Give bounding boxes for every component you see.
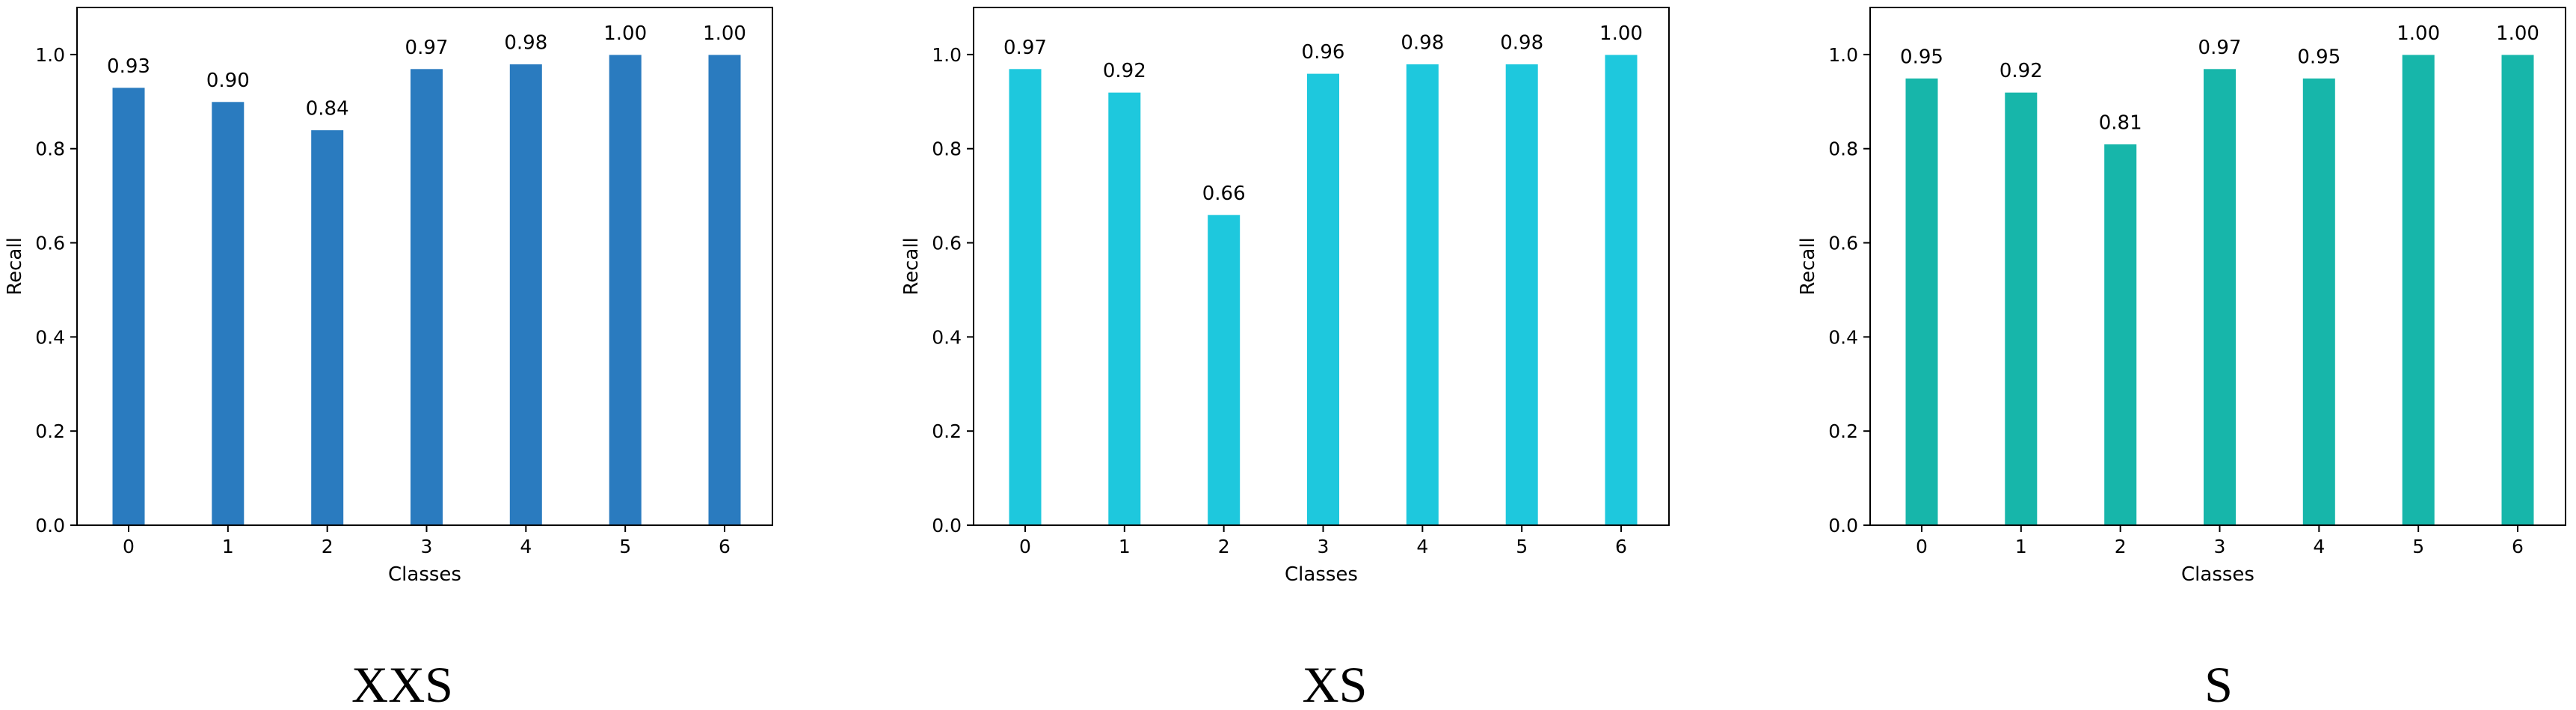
bar-value-label: 0.84 <box>306 98 349 120</box>
bar-value-label: 0.66 <box>1202 183 1246 205</box>
x-tick-label: 2 <box>2115 536 2127 557</box>
x-axis-label: Classes <box>2181 563 2254 586</box>
y-tick-label: 0.4 <box>932 326 962 348</box>
bar-value-label: 0.81 <box>2099 111 2142 134</box>
bar-value-label: 0.98 <box>1500 32 1543 55</box>
bar-value-label: 0.95 <box>1900 46 1943 68</box>
bar-class-5 <box>608 54 642 526</box>
plot-frame <box>76 7 773 526</box>
bar-class-0 <box>111 87 146 526</box>
bar-value-label: 1.00 <box>603 22 647 45</box>
bar-value-label: 1.00 <box>2496 22 2539 45</box>
bar-class-3 <box>410 68 443 526</box>
y-axis-label: Recall <box>1797 237 1819 296</box>
y-tick-label: 0.6 <box>932 233 962 254</box>
y-tick-label: 0.6 <box>1828 233 1858 254</box>
bar-value-label: 1.00 <box>703 22 746 45</box>
bar-value-label: 1.00 <box>2397 22 2440 45</box>
x-tick-label: 5 <box>619 536 631 557</box>
chart-panel-s: 0.950.920.810.97 0.951.00 1.000.00.20.40.6… <box>1797 7 2566 710</box>
y-tick-label: 0.2 <box>35 420 65 442</box>
y-axis-label: Recall <box>900 237 923 296</box>
bar-value-label: 0.98 <box>1401 32 1444 55</box>
x-tick-label: 0 <box>1019 536 1031 557</box>
bar-class-1 <box>211 101 245 526</box>
panel-caption: XXS <box>351 656 453 710</box>
y-tick-label: 0.8 <box>1828 138 1858 160</box>
bar-class-6 <box>1604 54 1638 526</box>
x-tick-label: 5 <box>2412 536 2424 557</box>
y-tick-label: 1.0 <box>35 44 65 66</box>
bar-value-label: 0.92 <box>1999 60 2043 82</box>
y-tick-label: 0.8 <box>932 138 962 160</box>
bar-class-0 <box>1905 77 1939 526</box>
bar-class-2 <box>2103 143 2138 526</box>
bar-class-6 <box>2500 54 2535 526</box>
x-tick-label: 4 <box>2313 536 2325 557</box>
x-tick-label: 0 <box>123 536 135 557</box>
y-tick-label: 0.0 <box>932 515 962 536</box>
bar-value-label: 0.92 <box>1103 60 1146 82</box>
bar-value-label: 0.95 <box>2297 46 2340 68</box>
bar-class-4 <box>508 64 543 526</box>
bar-class-2 <box>310 129 345 526</box>
x-tick-label: 4 <box>520 536 532 557</box>
y-tick-label: 0.4 <box>1828 326 1858 348</box>
y-tick-label: 0.2 <box>932 420 962 442</box>
bar-class-4 <box>2302 77 2336 526</box>
x-tick-label: 5 <box>1516 536 1528 557</box>
chart-panel-xxs: 0.930.900.840.97 0.98 1.00 1.000.00.20.40.6… <box>4 7 773 710</box>
plot-frame <box>1869 7 2566 526</box>
y-tick-label: 0.0 <box>1828 515 1858 536</box>
y-axis-label: Recall <box>4 237 26 296</box>
bar-class-1 <box>2004 91 2038 526</box>
chart-panel-xs: 0.970.920.660.96 0.98 0.98 1.000.00.20.40.6… <box>900 7 1670 710</box>
bar-value-label: 0.97 <box>405 37 449 59</box>
bar-class-3 <box>1306 73 1340 526</box>
bar-class-5 <box>2401 54 2435 526</box>
bar-class-3 <box>2203 68 2237 526</box>
x-tick-label: 2 <box>322 536 333 557</box>
x-tick-label: 4 <box>1416 536 1428 557</box>
bar-value-label: 0.98 <box>504 32 547 55</box>
x-tick-label: 0 <box>1916 536 1928 557</box>
x-tick-label: 3 <box>421 536 433 557</box>
bar-class-2 <box>1207 214 1241 526</box>
x-tick-label: 1 <box>2015 536 2027 557</box>
x-axis-label: Classes <box>1285 563 1358 586</box>
bar-value-label: 0.90 <box>206 70 250 92</box>
x-tick-label: 6 <box>2512 536 2524 557</box>
x-tick-label: 2 <box>1218 536 1230 557</box>
y-tick-label: 0.0 <box>35 515 65 536</box>
panel-caption: XS <box>1303 656 1368 710</box>
bar-value-label: 0.97 <box>1003 37 1047 59</box>
bar-class-4 <box>1405 64 1439 526</box>
y-tick-label: 0.6 <box>35 233 65 254</box>
x-tick-label: 1 <box>222 536 234 557</box>
plot-frame <box>973 7 1670 526</box>
x-tick-label: 6 <box>719 536 731 557</box>
bar-class-1 <box>1107 91 1142 526</box>
y-tick-label: 0.4 <box>35 326 65 348</box>
y-tick-label: 0.2 <box>1828 420 1858 442</box>
bar-value-label: 1.00 <box>1599 22 1643 45</box>
bar-value-label: 0.97 <box>2198 37 2242 59</box>
y-tick-label: 1.0 <box>932 44 962 66</box>
x-tick-label: 3 <box>2214 536 2226 557</box>
x-tick-label: 6 <box>1615 536 1627 557</box>
x-tick-label: 3 <box>1318 536 1330 557</box>
bar-class-0 <box>1008 68 1042 526</box>
y-tick-label: 1.0 <box>1828 44 1858 66</box>
bar-class-6 <box>707 54 742 526</box>
bar-value-label: 0.93 <box>107 55 150 78</box>
y-tick-label: 0.8 <box>35 138 65 160</box>
x-tick-label: 1 <box>1119 536 1131 557</box>
bar-class-5 <box>1504 64 1539 526</box>
bar-value-label: 0.96 <box>1302 41 1345 64</box>
panel-caption: S <box>2204 656 2233 710</box>
x-axis-label: Classes <box>388 563 461 586</box>
